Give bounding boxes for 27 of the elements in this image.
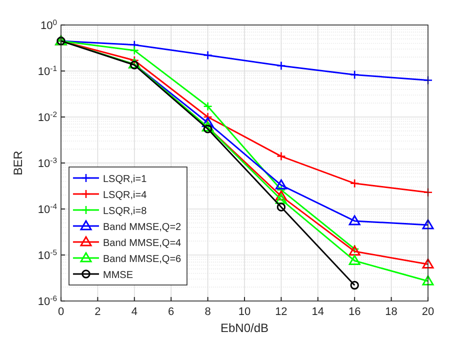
- legend-label: LSQR,i=1: [103, 174, 148, 185]
- y-tick-label: 10$^{-5}$: [38, 248, 57, 262]
- legend-label: Band MMSE,Q=4: [103, 238, 182, 249]
- x-tick-label: 16: [348, 306, 361, 318]
- x-tick-label: 18: [385, 306, 398, 318]
- x-axis-title: EbN0/dB: [220, 321, 269, 335]
- y-tick-label: 10$^{0}$: [40, 18, 57, 32]
- legend-label: LSQR,i=4: [103, 190, 148, 201]
- x-tick-label: 0: [58, 306, 64, 318]
- y-tick-label: 10$^{-3}$: [38, 156, 57, 170]
- legend-label: MMSE: [103, 270, 134, 281]
- x-tick-label: 2: [94, 306, 101, 318]
- legend-label: Band MMSE,Q=2: [103, 222, 182, 233]
- y-tick-label: 10$^{-6}$: [38, 294, 57, 308]
- x-tick-label: 4: [131, 306, 138, 318]
- y-tick-label: 10$^{-1}$: [38, 64, 57, 78]
- y-tick-label: 10$^{-4}$: [38, 202, 58, 216]
- x-tick-label: 10: [238, 306, 251, 318]
- x-tick-label: 6: [168, 306, 174, 318]
- x-tick-label: 14: [312, 306, 324, 318]
- y-tick-label: 10$^{-2}$: [38, 110, 57, 124]
- x-tick-label: 12: [275, 306, 288, 318]
- legend-label: Band MMSE,Q=6: [103, 254, 182, 265]
- y-axis-title: BER: [11, 150, 25, 176]
- x-tick-label: 8: [204, 306, 211, 318]
- legend-label: LSQR,i=8: [103, 206, 148, 217]
- x-tick-label: 20: [422, 306, 434, 318]
